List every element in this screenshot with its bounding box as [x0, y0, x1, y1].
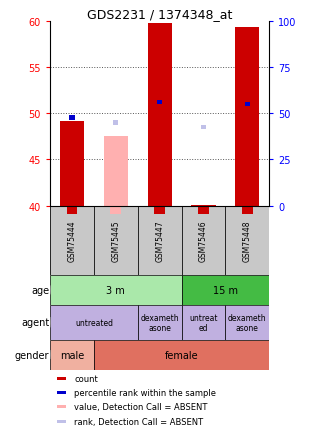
Bar [182, 206, 225, 275]
Bar [192, 205, 216, 206]
Bar [57, 405, 66, 408]
Bar [104, 137, 128, 206]
Bar [57, 377, 66, 380]
Bar [57, 420, 66, 423]
Bar [50, 340, 94, 370]
Text: female: female [165, 350, 198, 360]
Bar [50, 206, 94, 275]
Bar [154, 206, 165, 214]
Bar [225, 206, 269, 275]
Text: GSM75448: GSM75448 [243, 220, 252, 261]
Bar [242, 206, 253, 214]
Text: count: count [74, 374, 98, 383]
Text: dexameth
asone: dexameth asone [140, 313, 179, 332]
Bar [201, 125, 206, 130]
Text: value, Detection Call = ABSENT: value, Detection Call = ABSENT [74, 402, 208, 411]
Bar [148, 23, 172, 206]
Bar [57, 391, 66, 394]
Text: GSM75445: GSM75445 [111, 220, 120, 261]
Text: 3 m: 3 m [106, 285, 125, 295]
Bar [94, 340, 269, 370]
Bar [138, 206, 182, 275]
Text: male: male [60, 350, 84, 360]
Text: 15 m: 15 m [213, 285, 238, 295]
Bar [94, 206, 138, 275]
Bar [67, 206, 77, 214]
Title: GDS2231 / 1374348_at: GDS2231 / 1374348_at [87, 7, 232, 20]
Bar [198, 206, 209, 214]
Bar [235, 28, 259, 206]
Bar [182, 275, 269, 305]
Bar [60, 121, 84, 206]
Bar [245, 102, 250, 107]
Text: age: age [31, 285, 49, 295]
Text: GSM75444: GSM75444 [68, 220, 76, 261]
Bar [225, 305, 269, 340]
Bar [182, 305, 225, 340]
Bar [157, 101, 162, 105]
Bar [69, 116, 74, 121]
Text: untreat
ed: untreat ed [189, 313, 218, 332]
Bar [50, 305, 138, 340]
Text: GSM75447: GSM75447 [155, 220, 164, 261]
Bar [50, 275, 182, 305]
Text: untreated: untreated [75, 318, 113, 327]
Text: agent: agent [21, 318, 49, 328]
Text: percentile rank within the sample: percentile rank within the sample [74, 388, 216, 397]
Text: dexameth
asone: dexameth asone [228, 313, 267, 332]
Bar [138, 305, 182, 340]
Text: gender: gender [15, 350, 49, 360]
Bar [110, 206, 121, 214]
Text: GSM75446: GSM75446 [199, 220, 208, 261]
Text: rank, Detection Call = ABSENT: rank, Detection Call = ABSENT [74, 417, 203, 426]
Bar [113, 121, 118, 125]
